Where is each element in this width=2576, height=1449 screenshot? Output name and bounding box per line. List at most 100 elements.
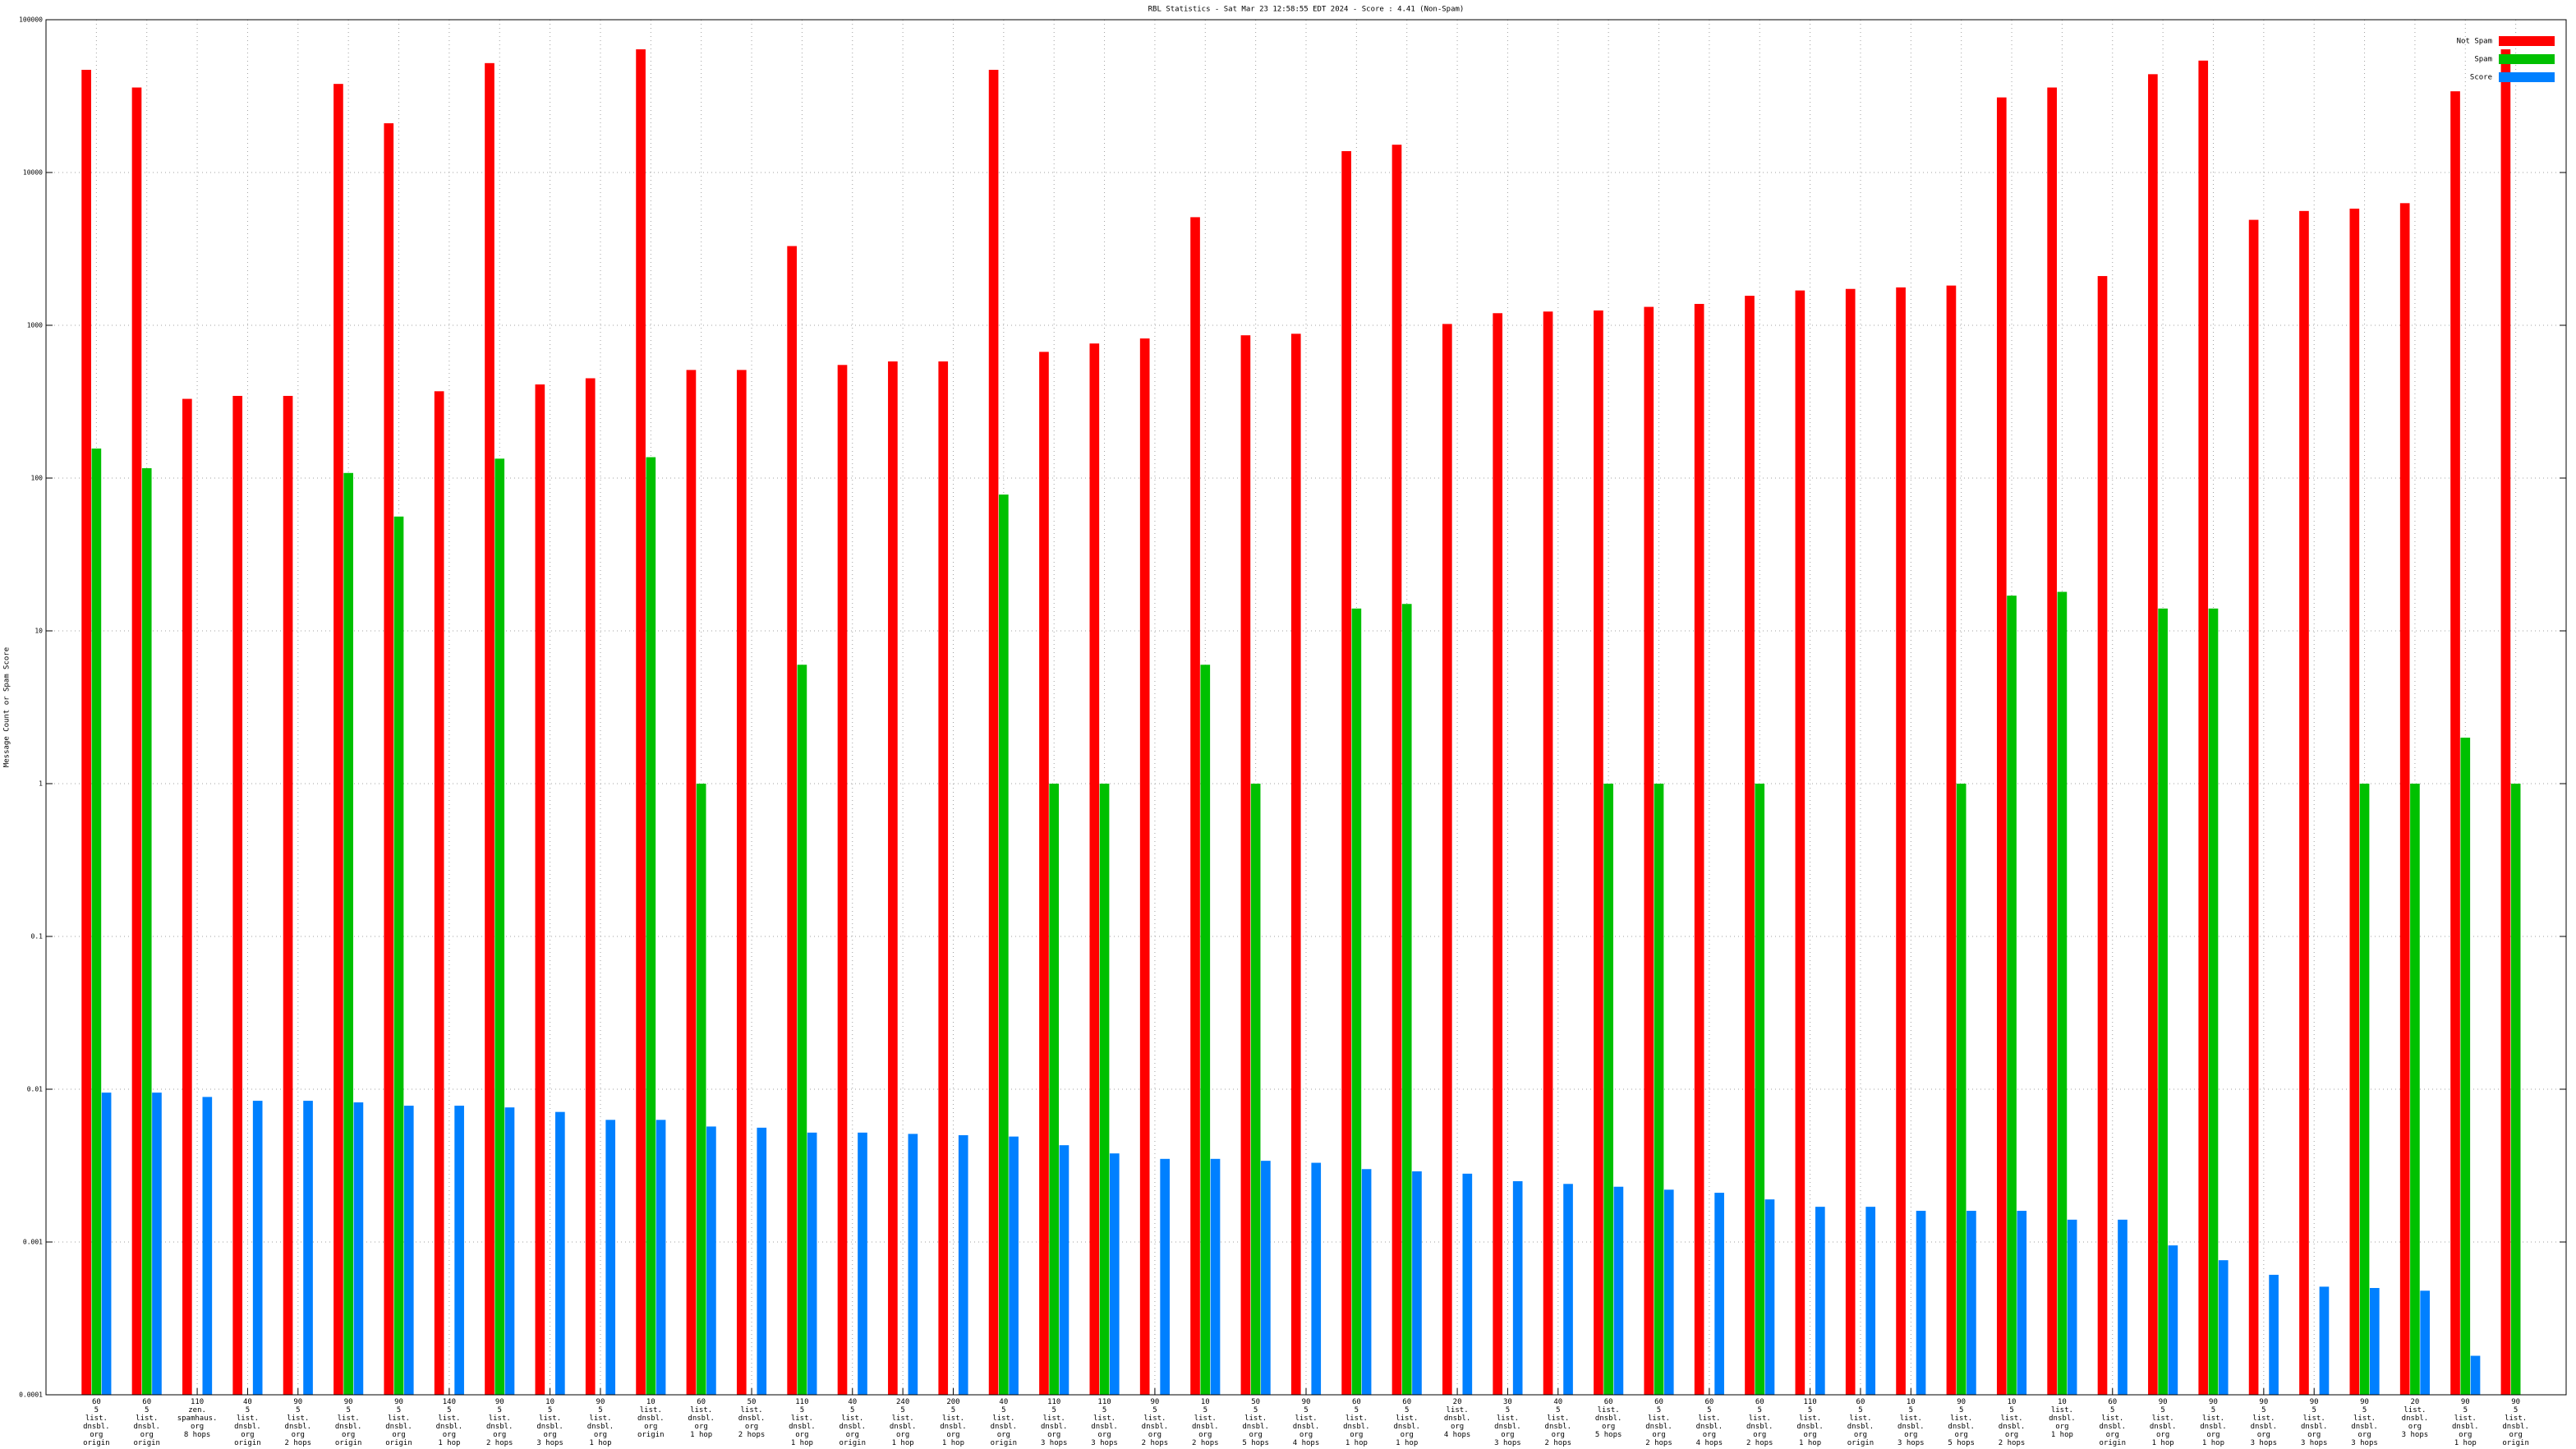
bar	[2410, 784, 2420, 1395]
x-tick-label-line: 5	[145, 1406, 149, 1414]
x-tick-label-line: dnsbl.	[2049, 1414, 2076, 1423]
x-tick-label-line: 90	[2461, 1398, 2470, 1406]
x-tick-label-line: list.	[1547, 1414, 1569, 1423]
x-tick-label-line: 90	[2360, 1398, 2369, 1406]
x-tick-label-line: 5	[1405, 1406, 1409, 1414]
x-tick-label-line: 5	[1254, 1406, 1258, 1414]
x-tick-label-line: 5	[2514, 1406, 2518, 1414]
x-tick-label-line: dnsbl.	[1545, 1423, 1572, 1431]
bar	[202, 1097, 213, 1395]
x-tick-label-line: 5	[1556, 1406, 1560, 1414]
x-tick-label-line: org	[795, 1431, 808, 1439]
legend-label: Score	[2470, 74, 2492, 82]
x-tick-label: 60 list. dnsbl. org 1 hop	[688, 1398, 715, 1439]
y-tick-label: 100000	[19, 16, 43, 24]
x-tick-label-line: origin	[637, 1431, 665, 1439]
x-tick-label-line: 60	[1704, 1398, 1714, 1406]
bar	[1815, 1207, 1825, 1395]
bar	[81, 69, 91, 1396]
bar	[454, 1106, 464, 1395]
x-tick-label-line: dnsbl.	[587, 1423, 614, 1431]
x-tick-label-line: 3 hops	[1898, 1439, 1925, 1447]
x-tick-label-line: dnsbl.	[1746, 1423, 1773, 1431]
x-tick-label-line: 2 hops	[1192, 1439, 1219, 1447]
bar	[2269, 1274, 2279, 1395]
x-tick-label-line: 5	[1858, 1406, 1862, 1414]
x-tick-label: 40 5 list. dnsbl. org 2 hops	[1545, 1398, 1572, 1447]
x-tick-label-line: list.	[1648, 1414, 1670, 1423]
x-tick-label-line: 90	[394, 1398, 403, 1406]
bar	[1694, 303, 1704, 1396]
bar	[485, 62, 494, 1396]
x-tick-label-line: 40	[999, 1398, 1008, 1406]
x-tick-label-line: list.	[1346, 1414, 1368, 1423]
x-tick-label: 110 5 list. dnsbl. org 1 hop	[789, 1398, 816, 1447]
bar	[1361, 1169, 1372, 1395]
x-tick-label: 110 5 list. dnsbl. org 3 hops	[1091, 1398, 1118, 1447]
bar	[1745, 296, 1755, 1395]
x-tick-label-line: dnsbl.	[2251, 1423, 2278, 1431]
x-tick-label-line: 5	[1051, 1406, 1056, 1414]
x-tick-label-line: 1 hop	[1396, 1439, 1418, 1447]
x-tick-label-line: dnsbl.	[1847, 1423, 1874, 1431]
x-tick-label-line: dnsbl.	[2351, 1423, 2378, 1431]
bar	[303, 1101, 313, 1395]
x-tick-label-line: org	[644, 1423, 657, 1431]
legend-label: Not Spam	[2457, 38, 2492, 46]
x-tick-label-line: 5	[2261, 1406, 2266, 1414]
x-tick-label-line: dnsbl.	[1091, 1423, 1118, 1431]
x-tick-label-line: 5	[94, 1406, 99, 1414]
x-tick-label: 10 5 list. dnsbl. org 3 hops	[1898, 1398, 1925, 1447]
bar	[2359, 784, 2370, 1395]
x-tick-label: 90 5 list. dnsbl. org 1 hop	[2452, 1398, 2479, 1447]
legend-swatch	[2499, 36, 2555, 46]
x-tick-label-line: 1 hop	[2152, 1439, 2174, 1447]
x-tick-label-line: origin	[385, 1439, 412, 1447]
x-tick-label-line: list.	[1497, 1414, 1519, 1423]
x-tick-label-line: org	[1300, 1431, 1313, 1439]
x-tick-label-line: list.	[1295, 1414, 1317, 1423]
bar	[2148, 74, 2158, 1396]
bar	[2158, 608, 2168, 1395]
x-tick-label-line: 3 hops	[2301, 1439, 2328, 1447]
x-tick-label-line: dnsbl.	[2200, 1423, 2227, 1431]
bar	[555, 1111, 565, 1395]
bar	[1764, 1199, 1775, 1395]
x-tick-label-line: 2 hops	[486, 1439, 513, 1447]
bar	[152, 1092, 162, 1395]
x-tick-label-line: 5	[1203, 1406, 1208, 1414]
x-tick-label-line: org	[493, 1431, 506, 1439]
bar	[1755, 784, 1765, 1395]
bar	[1210, 1158, 1221, 1395]
x-tick-label: 90 5 list. dnsbl. org origin	[335, 1398, 362, 1447]
bar	[837, 365, 848, 1396]
bar	[787, 246, 797, 1395]
y-tick-label: 1	[39, 780, 43, 788]
x-tick-label-line: list.	[1043, 1414, 1065, 1423]
x-tick-label-line: origin	[133, 1439, 160, 1447]
x-tick-label-line: org	[90, 1431, 103, 1439]
bar	[2399, 203, 2410, 1396]
y-tick-label: 0.1	[31, 933, 44, 941]
x-tick-label-line: dnsbl.	[1494, 1423, 1521, 1431]
x-tick-label-line: dnsbl.	[1393, 1423, 1420, 1431]
bar	[2168, 1245, 2178, 1395]
x-tick-label-line: list.	[136, 1414, 158, 1423]
bar	[1956, 784, 1966, 1395]
bar	[797, 665, 807, 1395]
x-tick-label-line: 5	[1102, 1406, 1106, 1414]
bar	[504, 1107, 515, 1395]
x-tick-label-line: 2 hops	[738, 1431, 766, 1439]
x-tick-label-line: 10	[1201, 1398, 1210, 1406]
x-tick-label: 60 5 list. dnsbl. org origin	[133, 1398, 160, 1447]
x-tick-label-line: dnsbl.	[536, 1423, 564, 1431]
bar	[2369, 1287, 2380, 1395]
bar	[1099, 784, 1110, 1395]
bar	[2319, 1286, 2330, 1395]
x-tick-label-line: org	[2055, 1423, 2068, 1431]
bar	[1089, 343, 1100, 1395]
x-tick-label-line: dnsbl.	[436, 1423, 463, 1431]
x-tick-label-line: list.	[640, 1406, 662, 1414]
x-tick-label-line: list.	[2051, 1406, 2073, 1414]
x-tick-label-line: org	[1904, 1431, 1917, 1439]
